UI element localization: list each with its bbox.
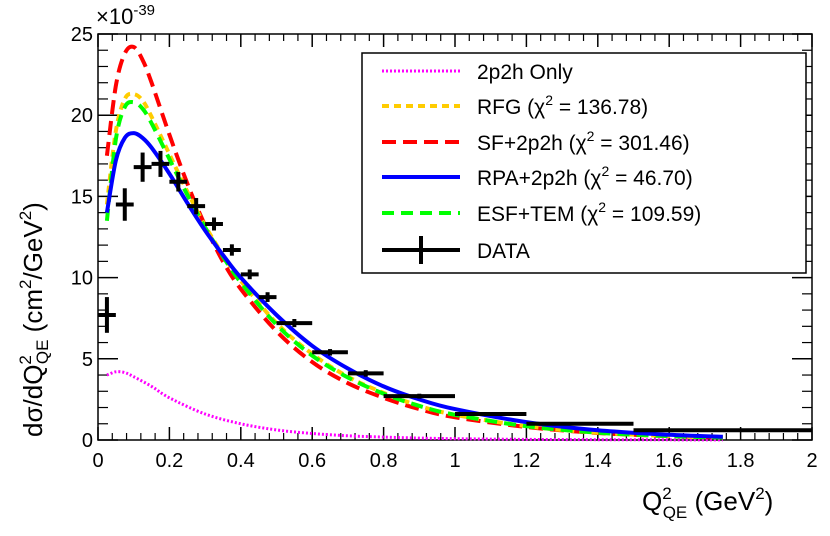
x-tick-label: 1 bbox=[449, 450, 460, 472]
y-tick-label: 25 bbox=[71, 24, 93, 46]
legend-label-data: DATA bbox=[477, 240, 530, 263]
series-line-sf-2p2h bbox=[104, 44, 723, 440]
x-tick-label: 1.4 bbox=[584, 450, 612, 472]
y-tick-label: 15 bbox=[71, 186, 93, 208]
y-tick-label: 10 bbox=[71, 268, 93, 290]
y-tick-label: 20 bbox=[71, 105, 93, 127]
x-tick-label: 1.8 bbox=[727, 450, 755, 472]
x-axis-ticks: 0 0.2 0.4 0.6 0.8 1 1.2 1.4 1.6 1.8 2 bbox=[92, 34, 818, 472]
x-tick-label: 0.2 bbox=[155, 450, 183, 472]
x-tick-label: 1.2 bbox=[512, 450, 540, 472]
x-tick-label: 0.8 bbox=[370, 450, 398, 472]
legend-label-esf: ESF+TEM (χ2 = 109.59) bbox=[477, 199, 701, 226]
x-tick-label: 1.6 bbox=[655, 450, 683, 472]
y-tick-label: 0 bbox=[82, 430, 93, 452]
y-multiplier: ×10-39 bbox=[96, 2, 155, 29]
x-axis-label: Q2 QE (GeV2) bbox=[642, 484, 773, 522]
y-tick-label: 5 bbox=[82, 349, 93, 371]
legend-label-sf: SF+2p2h (χ2 = 301.46) bbox=[477, 128, 690, 155]
x-tick-label: 2 bbox=[806, 450, 817, 472]
data-points bbox=[98, 150, 812, 433]
legend: 2p2h Only RFG (χ2 = 136.78) SF+2p2h (χ2 … bbox=[361, 52, 807, 274]
legend-label-rpa: RPA+2p2h (χ2 = 46.70) bbox=[477, 163, 693, 190]
series-line-2p2h-only bbox=[106, 370, 723, 442]
legend-box bbox=[361, 52, 807, 274]
x-tick-label: 0.6 bbox=[298, 450, 326, 472]
y-axis-ticks: 0 5 10 15 20 25 bbox=[71, 24, 812, 452]
x-tick-label: 0 bbox=[92, 450, 103, 472]
series-curves bbox=[104, 44, 723, 442]
series-line-rpa-2p2h bbox=[104, 131, 723, 439]
legend-label-2p2h: 2p2h Only bbox=[477, 61, 573, 84]
legend-label-rfg: RFG (χ2 = 136.78) bbox=[477, 92, 648, 119]
series-line-rfg bbox=[104, 91, 723, 440]
y-axis-label: dσ/dQ2QE (cm2/GeV2) bbox=[16, 202, 52, 437]
x-tick-label: 0.4 bbox=[227, 450, 255, 472]
